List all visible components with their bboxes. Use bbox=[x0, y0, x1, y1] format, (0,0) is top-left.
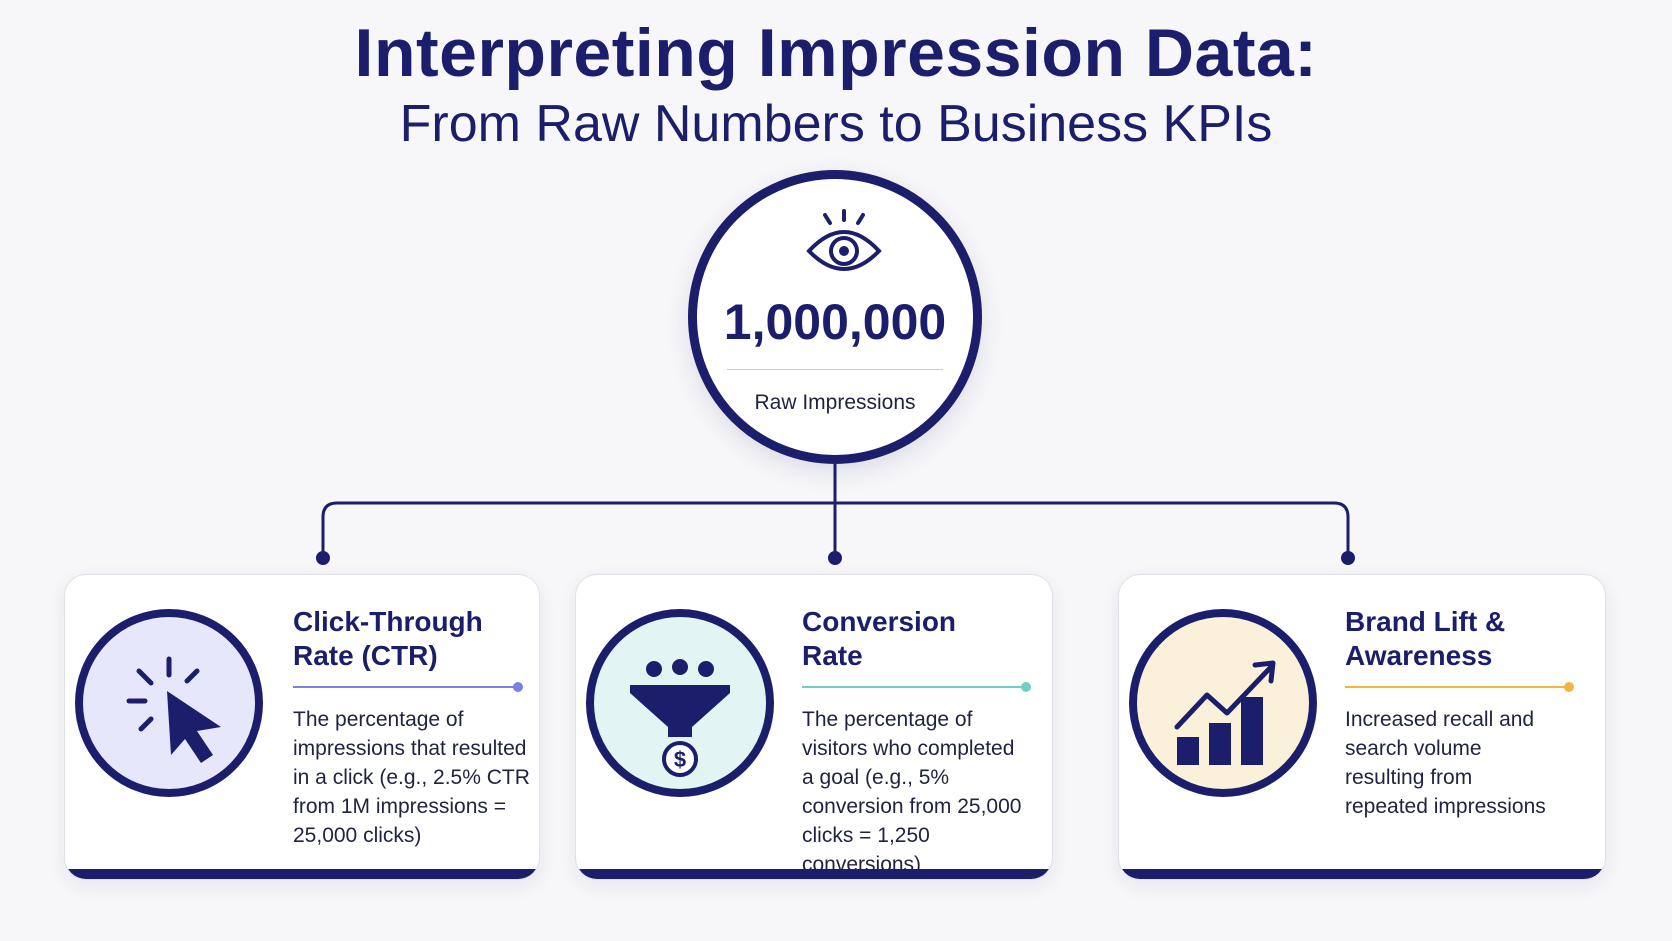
growth-chart-icon bbox=[1174, 660, 1276, 765]
cursor-click-icon bbox=[126, 656, 221, 763]
eye-icon bbox=[806, 209, 882, 271]
page-title: Interpreting Impression Data: bbox=[354, 15, 1318, 91]
brand-lift-title: Brand Lift & Awareness bbox=[1345, 606, 1506, 671]
conversion-rule bbox=[802, 682, 1031, 692]
page-subtitle: From Raw Numbers to Business KPIs bbox=[399, 95, 1273, 153]
brand-lift-rule bbox=[1345, 682, 1574, 692]
card-brand-lift: Brand Lift & Awareness Increased recall … bbox=[1118, 574, 1606, 880]
ctr-title: Click-Through Rate (CTR) bbox=[293, 606, 483, 671]
raw-impressions-hub: 1,000,000 Raw Impressions bbox=[688, 170, 982, 464]
card-ctr: Click-Through Rate (CTR) The percentage … bbox=[64, 574, 540, 880]
svg-text:$: $ bbox=[674, 747, 686, 772]
connector-dot-left bbox=[316, 551, 330, 565]
card-conversion: $ Conversion Rate The percentage of visi… bbox=[575, 574, 1053, 880]
ctr-icon-circle bbox=[75, 609, 263, 797]
impressions-label: Raw Impressions bbox=[754, 391, 916, 414]
brand-lift-bottom-bar bbox=[1119, 869, 1605, 879]
ctr-rule bbox=[293, 682, 523, 692]
ctr-bottom-bar bbox=[65, 869, 539, 879]
conversion-icon-circle: $ bbox=[586, 609, 774, 797]
impressions-value: 1,000,000 bbox=[723, 294, 947, 350]
brand-lift-icon-circle bbox=[1129, 609, 1317, 797]
conversion-description: The percentage of visitors who completed… bbox=[802, 708, 1022, 876]
connector-dot-center bbox=[828, 551, 842, 565]
funnel-dollar-icon: $ bbox=[630, 659, 730, 777]
ctr-description: The percentage of impressions that resul… bbox=[293, 708, 530, 847]
connector-dot-right bbox=[1341, 551, 1355, 565]
conversion-title: Conversion Rate bbox=[802, 606, 957, 671]
hub-divider bbox=[727, 369, 943, 370]
conversion-bottom-bar bbox=[576, 869, 1052, 879]
brand-lift-description: Increased recall and search volume resul… bbox=[1345, 708, 1546, 818]
